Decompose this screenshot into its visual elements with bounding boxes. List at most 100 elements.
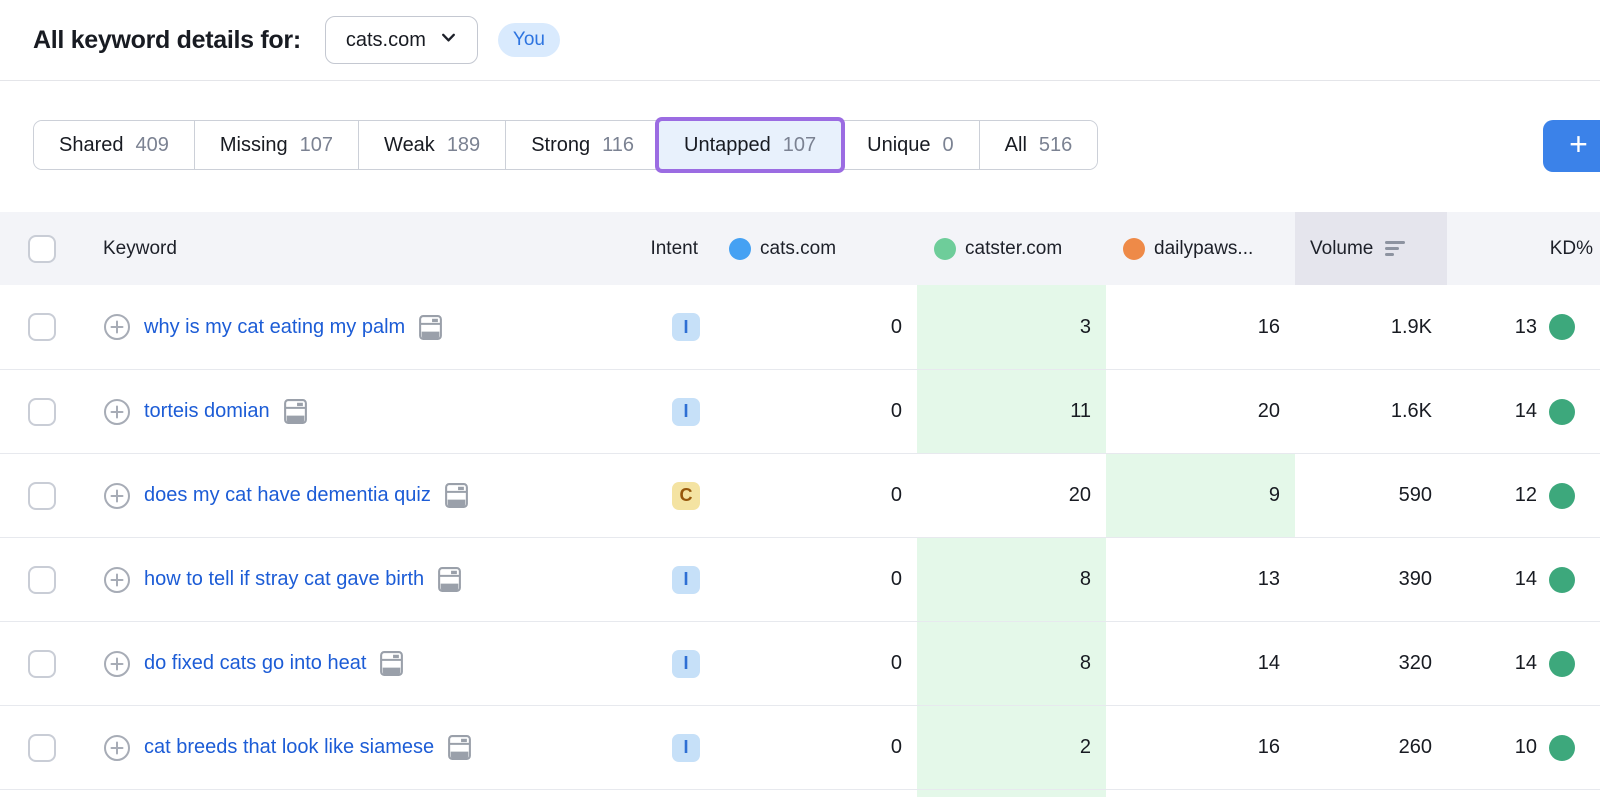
table-row: do fixed cats go into heat I 0 8 14 320 …	[0, 621, 1600, 705]
keyword-link[interactable]: how to tell if stray cat gave birth	[144, 568, 425, 590]
keyword-filter-tabs: Shared 409 Missing 107 Weak 189 Strong 116 U…	[33, 120, 1099, 170]
tab-missing[interactable]: Missing 107	[193, 121, 359, 169]
catster-com-value: 20	[1068, 484, 1091, 506]
add-to-list-icon[interactable]	[103, 313, 131, 341]
table-row: why is my cat eating my palm I 0 3 16 1.…	[0, 285, 1600, 369]
partial-next-row	[0, 789, 1600, 797]
domain-selector-dropdown[interactable]: cats.com	[324, 16, 478, 64]
dailypaws-value: 20	[1257, 400, 1280, 422]
kd-value: 14	[1514, 400, 1537, 422]
cats-com-value: 0	[890, 568, 902, 590]
add-to-list-icon[interactable]	[103, 398, 131, 426]
keyword-link[interactable]: why is my cat eating my palm	[144, 315, 406, 338]
you-badge: You	[497, 23, 560, 57]
volume-value: 590	[1398, 484, 1432, 506]
keyword-link[interactable]: cat breeds that look like siamese	[144, 736, 435, 758]
domain-selector-value: cats.com	[345, 28, 426, 51]
serp-features-icon[interactable]	[418, 314, 443, 341]
volume-value: 1.9K	[1390, 315, 1432, 338]
catster-com-dot-icon	[934, 237, 956, 260]
kd-value: 10	[1514, 736, 1537, 758]
kd-value-cell: 14	[1447, 370, 1600, 453]
sort-descending-icon	[1385, 241, 1406, 256]
row-checkbox[interactable]	[28, 565, 56, 594]
intent-badge: I	[672, 565, 700, 594]
tab-strong[interactable]: Strong 116	[505, 121, 660, 169]
dailypaws-value: 16	[1257, 315, 1280, 338]
row-checkbox[interactable]	[28, 649, 56, 678]
serp-features-icon[interactable]	[379, 650, 404, 677]
table-body: why is my cat eating my palm I 0 3 16 1.…	[0, 285, 1600, 789]
catster-com-value: 8	[917, 622, 1106, 705]
kd-difficulty-dot-icon	[1549, 398, 1575, 425]
intent-badge: C	[672, 481, 700, 510]
kd-column-header[interactable]: KD%	[1549, 237, 1593, 259]
serp-features-icon[interactable]	[444, 482, 469, 509]
volume-value: 260	[1398, 736, 1432, 758]
catster-com-value: 3	[917, 285, 1106, 369]
keyword-link[interactable]: does my cat have dementia quiz	[144, 484, 431, 506]
add-button[interactable]: +	[1543, 120, 1600, 172]
kd-value-cell: 12	[1447, 454, 1600, 537]
tab-unique[interactable]: Unique 0	[841, 121, 979, 169]
volume-column-header[interactable]: Volume	[1295, 212, 1447, 285]
serp-features-icon[interactable]	[437, 566, 462, 593]
add-to-list-icon[interactable]	[103, 482, 131, 510]
row-checkbox[interactable]	[28, 481, 56, 510]
serp-features-icon[interactable]	[447, 734, 472, 761]
select-all-checkbox[interactable]	[28, 234, 56, 263]
intent-badge: I	[672, 733, 700, 762]
keyword-table: Keyword Intent cats.com catster.com dail…	[0, 212, 1600, 797]
cats-com-dot-icon	[729, 237, 751, 260]
volume-value: 1.6K	[1390, 400, 1432, 422]
add-to-list-icon[interactable]	[103, 734, 131, 762]
catster-com-column-header: catster.com	[917, 212, 1106, 285]
page-title: All keyword details for:	[33, 25, 301, 54]
tab-untapped[interactable]: Untapped 107	[659, 121, 842, 169]
row-checkbox[interactable]	[28, 397, 56, 426]
dailypaws-value: 16	[1257, 736, 1280, 758]
table-row: torteis domian I 0 11 20 1.6K 14	[0, 369, 1600, 453]
dailypaws-value: 14	[1257, 652, 1280, 674]
kd-difficulty-dot-icon	[1549, 314, 1575, 340]
cats-com-value: 0	[890, 400, 902, 422]
cats-com-value: 0	[890, 736, 902, 758]
kd-value: 13	[1514, 315, 1537, 338]
table-header-row: Keyword Intent cats.com catster.com dail…	[0, 212, 1600, 285]
kd-value: 12	[1514, 484, 1537, 506]
serp-features-icon[interactable]	[283, 398, 308, 425]
intent-badge: I	[672, 397, 700, 426]
kd-difficulty-dot-icon	[1549, 482, 1575, 509]
cats-com-value: 0	[890, 652, 902, 674]
kd-value-cell: 13	[1447, 285, 1600, 369]
table-row: how to tell if stray cat gave birth I 0 …	[0, 537, 1600, 621]
cats-com-column-header: cats.com	[712, 212, 917, 285]
intent-column-header: Intent	[650, 237, 698, 259]
intent-badge: I	[672, 313, 700, 341]
dailypaws-value: 13	[1257, 568, 1280, 590]
keyword-link[interactable]: torteis domian	[144, 400, 270, 422]
kd-value-cell: 10	[1447, 706, 1600, 789]
keyword-link[interactable]: do fixed cats go into heat	[144, 652, 367, 674]
table-row: cat breeds that look like siamese I 0 2 …	[0, 705, 1600, 789]
catster-com-value: 2	[917, 706, 1106, 789]
cats-com-value: 0	[890, 315, 902, 338]
table-row: does my cat have dementia quiz C 0 20 9 …	[0, 453, 1600, 537]
kd-value-cell: 14	[1447, 538, 1600, 621]
catster-com-value: 8	[917, 538, 1106, 621]
keyword-column-header: Keyword	[103, 237, 177, 259]
add-to-list-icon[interactable]	[103, 650, 131, 678]
intent-badge: I	[672, 649, 700, 678]
tab-weak[interactable]: Weak 189	[358, 121, 506, 169]
row-checkbox[interactable]	[28, 733, 56, 762]
top-header-bar: All keyword details for: cats.com You	[0, 0, 1600, 81]
dailypaws-dot-icon	[1123, 237, 1145, 260]
kd-difficulty-dot-icon	[1549, 734, 1575, 761]
volume-value: 390	[1398, 568, 1432, 590]
catster-com-value: 11	[917, 370, 1106, 453]
dailypaws-value: 9	[1106, 454, 1295, 537]
add-to-list-icon[interactable]	[103, 566, 131, 594]
tab-shared[interactable]: Shared 409	[34, 121, 194, 169]
row-checkbox[interactable]	[28, 313, 56, 341]
tab-all[interactable]: All 516	[978, 121, 1098, 169]
